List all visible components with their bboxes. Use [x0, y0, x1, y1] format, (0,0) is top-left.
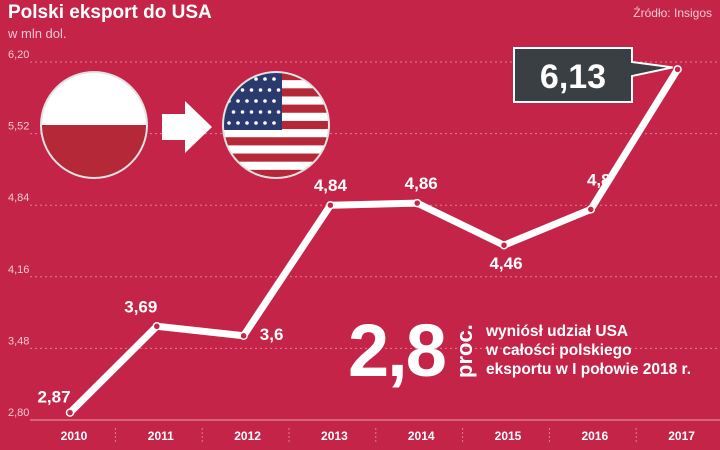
data-point — [239, 331, 248, 341]
flag-star — [276, 110, 281, 114]
flag-stripe — [223, 129, 329, 138]
data-label: 4,86 — [405, 174, 438, 193]
poland-flag-icon — [40, 71, 148, 179]
flag-star — [254, 99, 258, 103]
data-label: 4,84 — [314, 176, 348, 195]
flag-stripe — [223, 145, 329, 154]
flag-star — [258, 110, 263, 114]
flag-star — [240, 110, 245, 114]
usa-flag-body — [223, 72, 329, 178]
data-label: 3,69 — [124, 297, 157, 316]
data-point — [586, 205, 596, 214]
flag-star — [267, 88, 272, 92]
x-tick-label: 2011 — [148, 429, 174, 443]
y-tick-label: 6,20 — [8, 49, 29, 61]
y-tick-label: 4,16 — [8, 264, 29, 276]
flag-star — [236, 99, 240, 103]
flag-red-band — [41, 125, 147, 178]
flag-star — [236, 121, 240, 125]
flag-rim — [222, 71, 330, 179]
chart-title: Polski eksport do USA — [8, 2, 212, 23]
y-tick-label: 3,48 — [8, 335, 29, 347]
flag-star — [245, 121, 249, 125]
flag-star — [227, 77, 231, 81]
stat-value: 2,8 — [348, 309, 447, 392]
x-tick-label: 2013 — [321, 429, 348, 443]
flag-star — [245, 99, 249, 103]
flag-stripe — [223, 169, 329, 178]
flag-star — [276, 88, 281, 92]
flag-star — [254, 77, 258, 81]
flag-star — [263, 99, 267, 103]
data-label: 4,8 — [587, 170, 611, 189]
x-tick-label: 2012 — [234, 429, 261, 443]
data-point — [412, 198, 422, 208]
flag-star — [272, 99, 276, 103]
data-point — [499, 240, 509, 250]
usa-flag-icon — [222, 71, 330, 179]
flag-star — [236, 77, 240, 81]
data-label: 4,46 — [489, 254, 522, 273]
flag-star — [263, 121, 267, 125]
data-point — [673, 65, 682, 74]
flag-stripe — [223, 153, 329, 162]
y-tick-label: 2,80 — [8, 407, 29, 419]
data-label: 3,6 — [260, 325, 284, 344]
data-point — [152, 322, 162, 331]
data-point — [326, 200, 335, 210]
x-tick-label: 2017 — [668, 429, 695, 443]
flag-white-band — [41, 72, 147, 125]
callout-box — [513, 47, 673, 103]
flag-star — [254, 121, 258, 125]
stat-unit: proc. — [452, 324, 477, 378]
flag-star — [258, 88, 263, 92]
flag-star — [249, 88, 254, 92]
flag-star — [240, 88, 245, 92]
flag-star — [231, 110, 236, 114]
highlight-value-label: 6,13 — [540, 58, 606, 96]
highlight-label-box: 6,13 — [513, 47, 673, 103]
x-tick-label: 2015 — [495, 429, 522, 443]
flag-star — [263, 77, 267, 81]
source-credit: Źródło: Insigos — [633, 6, 712, 20]
flag-stripe — [223, 161, 329, 171]
flag-star — [267, 110, 272, 114]
flag-star — [249, 110, 254, 114]
flag-rim — [40, 71, 148, 179]
x-tick-label: 2014 — [408, 429, 435, 443]
chart-unit-subtitle: w mln dol. — [8, 26, 67, 41]
data-point — [65, 408, 75, 417]
series-line — [66, 65, 682, 417]
stat-description: wyniósł udział USA w całości polskiego e… — [486, 323, 692, 378]
flag-star — [272, 77, 276, 81]
flag-star — [272, 121, 276, 125]
arrow-right-icon — [162, 101, 212, 153]
x-tick-label: 2010 — [61, 429, 88, 443]
data-label: 2,87 — [37, 388, 70, 407]
x-tick-label: 2016 — [581, 429, 608, 443]
y-tick-label: 5,52 — [8, 121, 29, 133]
flag-star — [227, 121, 231, 125]
y-tick-label: 4,84 — [8, 192, 29, 204]
flag-stripe — [223, 137, 329, 146]
